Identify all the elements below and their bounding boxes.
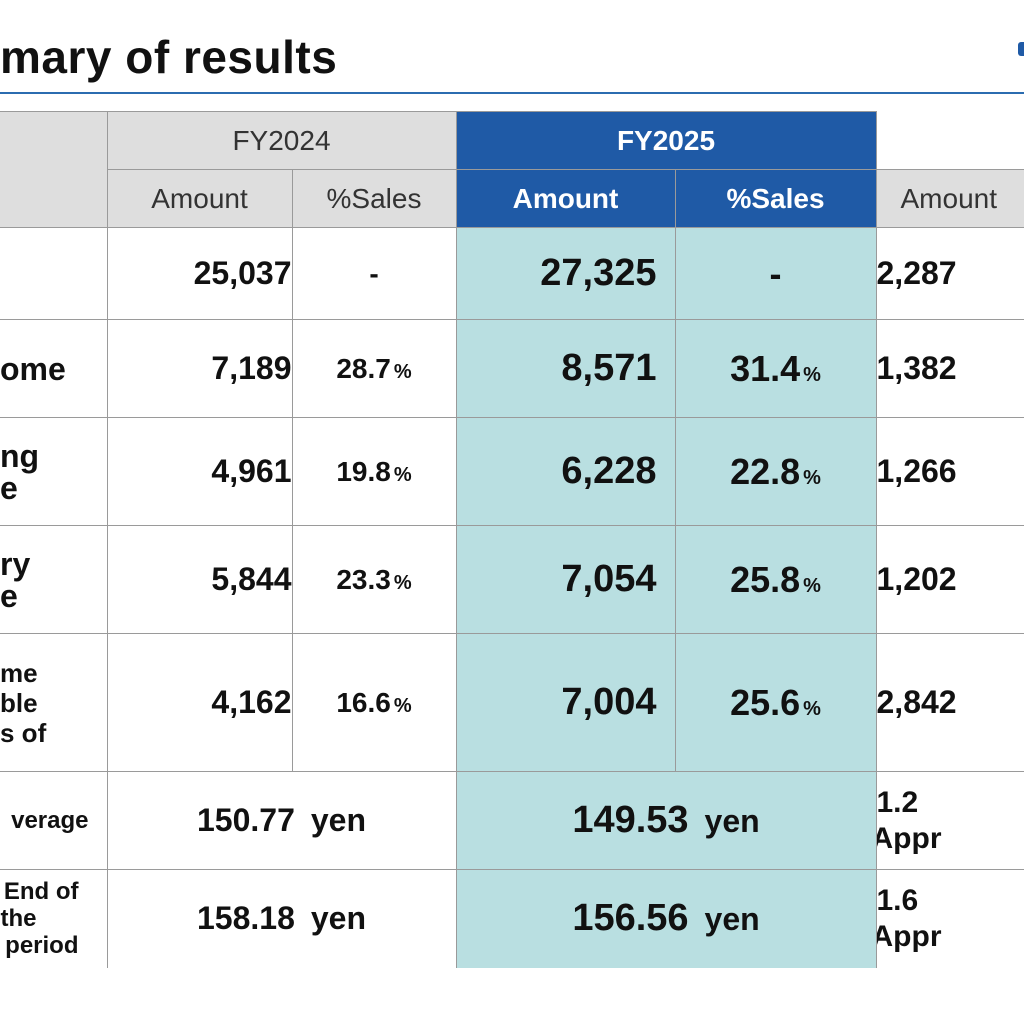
fy2025-rate: 149.53 yen <box>455 771 877 870</box>
next-rate: 1.6 Appr <box>875 869 1024 968</box>
header-fy2024-amount: Amount <box>106 169 293 228</box>
header-fy2025-amount: Amount <box>455 169 676 228</box>
fy2024-rate: 150.77 yen <box>106 771 457 870</box>
next-amount: 1,202 <box>875 525 1024 634</box>
fy2025-amount: 7,004 <box>455 633 676 772</box>
fy2025-sales-pct: 31.4% <box>674 319 877 418</box>
page-title: mary of results <box>0 31 338 83</box>
row-label: ome <box>0 319 108 418</box>
fy2024-rate: 158.18 yen <box>106 869 457 968</box>
table-row: ry e 5,844 23.3% 7,054 25.8% 1,202 <box>0 525 1024 634</box>
row-label: me ble s of <box>0 633 108 772</box>
next-amount: 1,382 <box>875 319 1024 418</box>
fy2024-amount: 5,844 <box>106 525 293 634</box>
row-label: ng e <box>0 417 108 526</box>
fy2024-sales-pct: - <box>291 227 457 320</box>
fy2024-amount: 4,961 <box>106 417 293 526</box>
row-label: verage <box>0 771 108 870</box>
header-fy2024-sales-pct: %Sales <box>291 169 457 228</box>
table-row: ome 7,189 28.7% 8,571 31.4% 1,382 <box>0 319 1024 418</box>
header-next-year-cell <box>875 111 1024 170</box>
row-label <box>0 227 108 320</box>
fy2024-sales-pct: 16.6% <box>291 633 457 772</box>
corner-marker <box>1018 42 1024 56</box>
fy2025-amount: 27,325 <box>455 227 676 320</box>
next-rate: 1.2 Appr <box>875 771 1024 870</box>
table-row: ng e 4,961 19.8% 6,228 22.8% 1,266 <box>0 417 1024 526</box>
fy2025-amount: 6,228 <box>455 417 676 526</box>
fx-row-average: verage 150.77 yen 149.53 yen 1.2 Appr <box>0 771 1024 870</box>
header-next-amount: Amount <box>875 169 1024 228</box>
fy2024-sales-pct: 28.7% <box>291 319 457 418</box>
next-amount: 1,266 <box>875 417 1024 526</box>
header-fy2025-sales-pct: %Sales <box>674 169 877 228</box>
next-amount: 2,287 <box>875 227 1024 320</box>
table-row: me ble s of 4,162 16.6% 7,004 25.6% 2,842 <box>0 633 1024 772</box>
table-row: 25,037 - 27,325 - 2,287 <box>0 227 1024 320</box>
fy2024-amount: 7,189 <box>106 319 293 418</box>
title-underline <box>0 92 1024 94</box>
fy2025-sales-pct: 22.8% <box>674 417 877 526</box>
next-amount: 2,842 <box>875 633 1024 772</box>
fy2025-sales-pct: 25.8% <box>674 525 877 634</box>
fy2025-amount: 7,054 <box>455 525 676 634</box>
fy2024-sales-pct: 19.8% <box>291 417 457 526</box>
fy2025-sales-pct: 25.6% <box>674 633 877 772</box>
header-fy2024: FY2024 <box>106 111 457 170</box>
header-row-year: FY2024 FY2025 <box>0 111 1024 228</box>
row-label: ry e <box>0 525 108 634</box>
header-blank-cell <box>0 111 108 228</box>
fx-row-end-of-period: End of the period 158.18 yen 156.56 yen 1.6 A… <box>0 869 1024 968</box>
header-fy2025: FY2025 <box>455 111 877 170</box>
fy2024-sales-pct: 23.3% <box>291 525 457 634</box>
fy2025-rate: 156.56 yen <box>455 869 877 968</box>
header-row-columns: Amount %Sales Amount %Sales Amount <box>0 169 1024 228</box>
fy2024-amount: 4,162 <box>106 633 293 772</box>
fy2024-amount: 25,037 <box>106 227 293 320</box>
fy2025-amount: 8,571 <box>455 319 676 418</box>
fy2025-sales-pct: - <box>674 227 877 320</box>
row-label: End of the period <box>0 869 108 968</box>
results-table: FY2024 FY2025 Amount %Sales Amount %Sale… <box>0 111 1024 968</box>
